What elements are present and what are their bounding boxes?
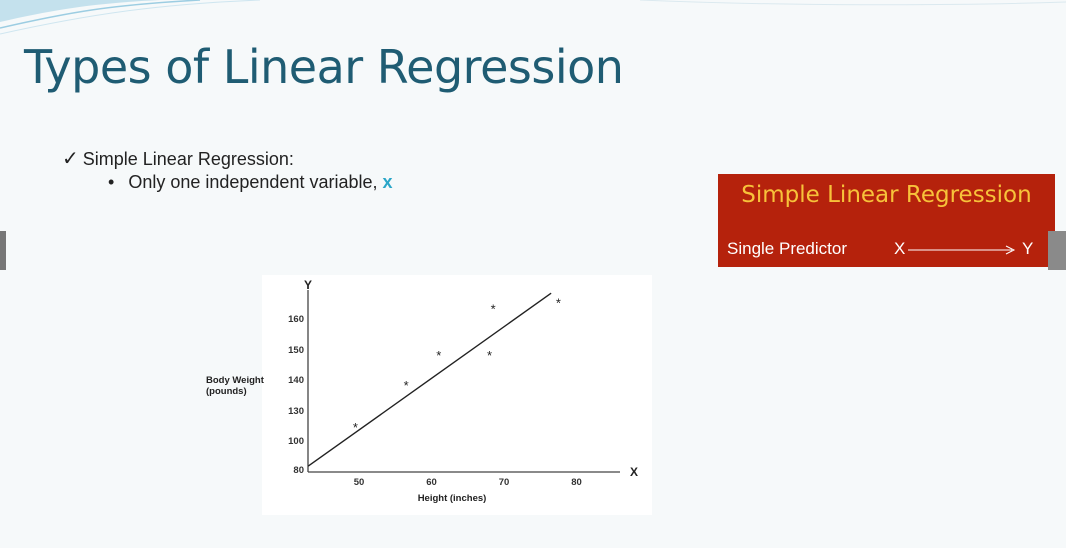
x-tick-label: 80 <box>571 477 582 488</box>
data-point: * <box>404 378 409 393</box>
data-point: * <box>353 420 358 435</box>
predictor-x: X <box>894 239 906 258</box>
y-tick-label: 130 <box>288 406 304 417</box>
data-point: * <box>487 348 492 363</box>
bullet-simple-linear-regression: ✓ Simple Linear Regression: <box>62 146 294 171</box>
bullet-dot-icon: • <box>108 172 115 192</box>
x-axis-title: Height (inches) <box>418 493 487 504</box>
y-axis-letter: Y <box>304 278 312 292</box>
bullet-label: Simple Linear Regression: <box>82 149 294 169</box>
y-axis-title: Body Weight <box>206 375 265 386</box>
check-icon: ✓ <box>62 148 79 170</box>
x-tick-label: 50 <box>354 477 365 488</box>
next-slide-handle[interactable] <box>1048 231 1066 270</box>
data-point: * <box>436 348 441 363</box>
slide-title: Types of Linear Regression <box>24 40 624 94</box>
x-tick-label: 70 <box>499 477 510 488</box>
data-point: * <box>556 296 561 311</box>
y-tick-label: 150 <box>288 345 304 356</box>
arrow-icon <box>908 245 1016 255</box>
variable-x: x <box>382 172 393 192</box>
y-axis-title: (pounds) <box>206 386 247 397</box>
decorative-swoosh <box>0 0 1066 35</box>
box-title: Simple Linear Regression <box>741 182 1032 208</box>
response-y: Y <box>1022 239 1034 258</box>
y-tick-label: 160 <box>288 314 304 325</box>
previous-slide-handle[interactable] <box>0 231 6 270</box>
y-tick-label: 100 <box>288 436 304 447</box>
sub-bullet-text: Only one independent variable, <box>128 172 383 192</box>
simple-linear-regression-box: Simple Linear Regression Single Predicto… <box>718 174 1055 267</box>
single-predictor-label: Single Predictor <box>727 239 848 258</box>
y-tick-label: 140 <box>288 375 304 386</box>
regression-line <box>307 292 552 467</box>
x-tick-label: 60 <box>426 477 437 488</box>
chart-background <box>262 275 652 515</box>
data-point: * <box>491 302 496 317</box>
y-tick-label: 80 <box>293 465 304 476</box>
x-axis-letter: X <box>630 465 638 479</box>
scatter-chart: Y X 80 100 130 140 150 160 50 60 70 80 Height (inche… <box>206 275 652 515</box>
sub-bullet-independent-variable: • Only one independent variable, x <box>108 172 393 193</box>
